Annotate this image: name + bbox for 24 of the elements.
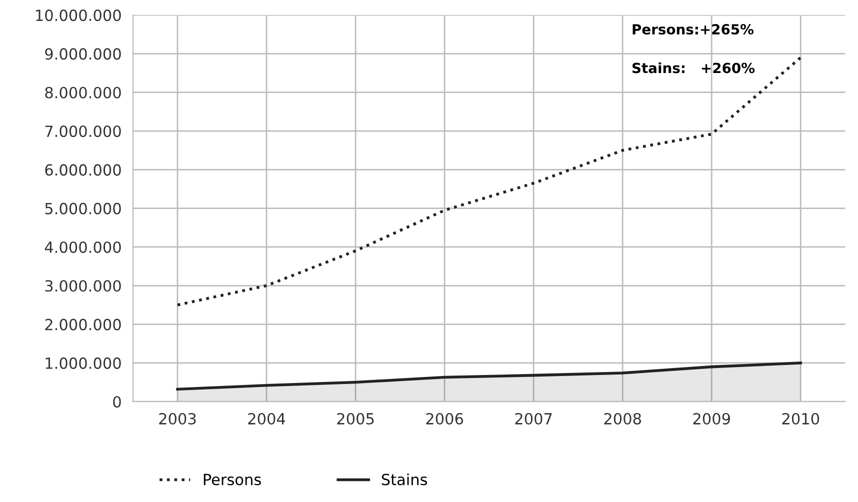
x-tick-label: 2006 xyxy=(426,412,464,425)
y-tick-label: 2.000.000 xyxy=(45,318,121,330)
y-tick-label: 6.000.000 xyxy=(45,164,121,176)
x-tick-label: 2003 xyxy=(159,412,196,425)
line-series xyxy=(176,56,802,306)
y-tick-label: 3.000.000 xyxy=(45,280,121,292)
y-tick-label: 9.000.000 xyxy=(45,48,121,60)
legend-label: Persons xyxy=(204,474,261,486)
y-tick-label: 10.000.000 xyxy=(36,10,121,22)
x-tick-label: 2009 xyxy=(693,412,730,425)
annotation: Stains: +260% xyxy=(632,62,755,74)
y-tick-label: 1.000.000 xyxy=(46,357,121,369)
x-tick-label: 2004 xyxy=(248,412,286,425)
legend-label: Stains xyxy=(382,473,428,486)
y-tick-label: 8.000.000 xyxy=(45,86,121,98)
annotation: Persons:+265% xyxy=(632,24,754,35)
x-tick-label: 2010 xyxy=(782,412,820,425)
y-tick-label: 7.000.000 xyxy=(45,125,121,138)
y-tick-label: 0 xyxy=(113,396,121,408)
x-tick-label: 2005 xyxy=(337,412,374,425)
x-tick-label: 2008 xyxy=(604,412,641,425)
y-tick-label: 5.000.000 xyxy=(45,202,121,214)
y-tick-label: 4.000.000 xyxy=(44,241,121,254)
x-tick-label: 2007 xyxy=(515,412,552,425)
